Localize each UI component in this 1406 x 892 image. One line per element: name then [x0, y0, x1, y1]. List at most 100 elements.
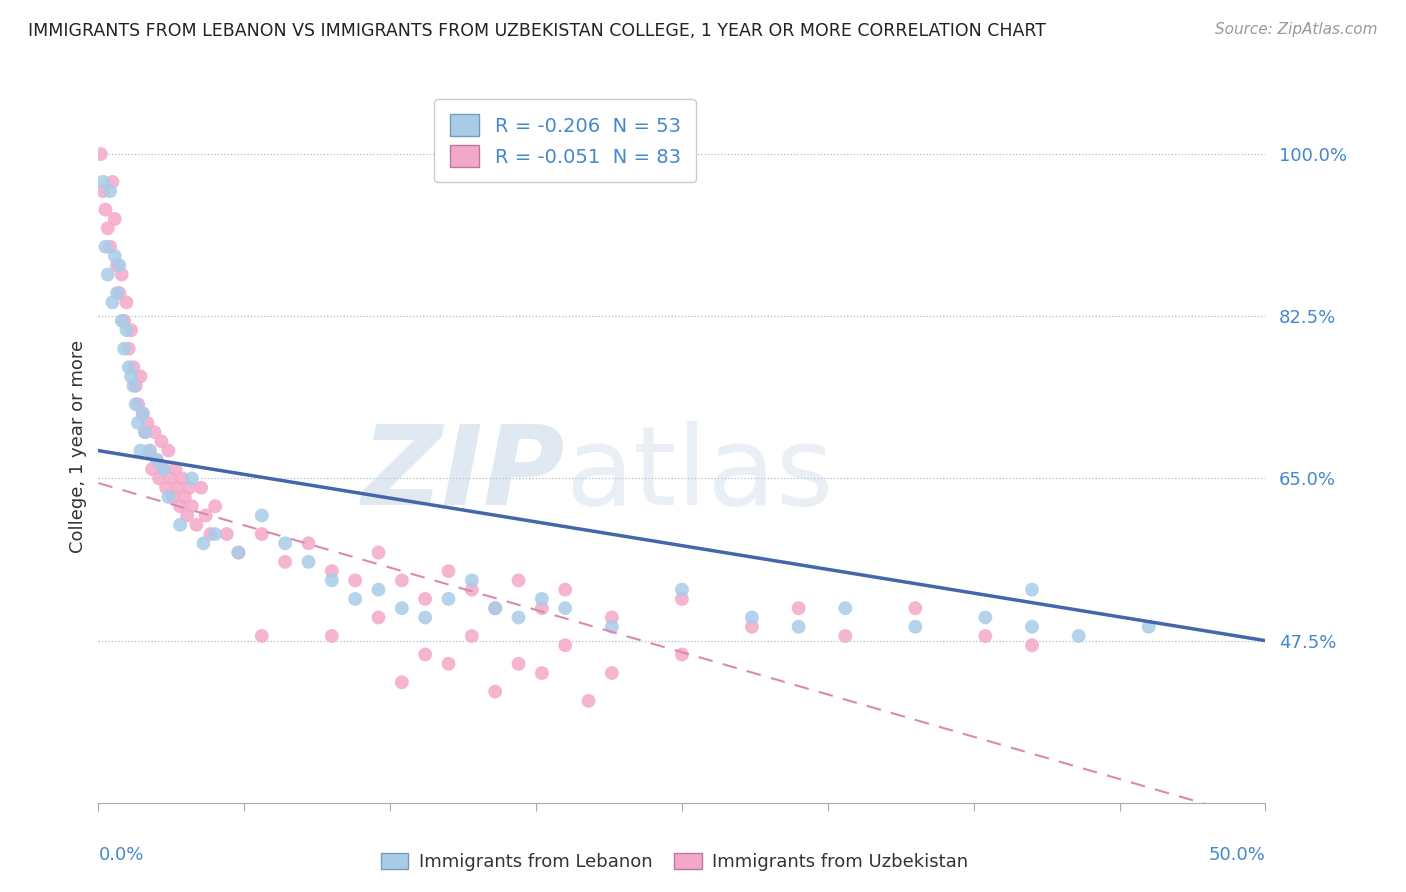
Point — [111, 268, 134, 282]
Point — [101, 295, 124, 310]
Point — [98, 240, 121, 254]
Text: 0.0%: 0.0% — [98, 846, 143, 863]
Point — [148, 471, 170, 485]
Point — [1067, 629, 1090, 643]
Point — [413, 648, 436, 662]
Point — [508, 610, 530, 624]
Point — [152, 462, 174, 476]
Point — [186, 517, 208, 532]
Point — [136, 416, 159, 430]
Point — [834, 601, 856, 615]
Point — [105, 286, 128, 301]
Point — [974, 610, 997, 624]
Point — [484, 684, 506, 698]
Point — [274, 536, 297, 550]
Point — [111, 314, 134, 328]
Point — [104, 211, 127, 226]
Point — [904, 601, 927, 615]
Point — [437, 564, 460, 578]
Point — [141, 462, 163, 476]
Point — [461, 582, 484, 597]
Text: 50.0%: 50.0% — [1209, 846, 1265, 863]
Point — [97, 221, 120, 235]
Point — [112, 342, 135, 356]
Point — [461, 629, 484, 643]
Point — [274, 555, 297, 569]
Point — [1137, 620, 1160, 634]
Point — [134, 425, 156, 439]
Point — [974, 629, 997, 643]
Point — [94, 240, 117, 254]
Point — [484, 601, 506, 615]
Point — [787, 620, 810, 634]
Point — [554, 582, 576, 597]
Point — [530, 666, 553, 681]
Point — [159, 471, 181, 485]
Point — [193, 536, 215, 550]
Point — [204, 527, 226, 541]
Point — [228, 545, 250, 559]
Point — [200, 527, 222, 541]
Text: Source: ZipAtlas.com: Source: ZipAtlas.com — [1215, 22, 1378, 37]
Point — [834, 629, 856, 643]
Point — [600, 620, 623, 634]
Point — [578, 694, 600, 708]
Point — [139, 443, 162, 458]
Point — [108, 286, 131, 301]
Point — [122, 360, 145, 375]
Point — [129, 369, 152, 384]
Point — [600, 666, 623, 681]
Point — [297, 555, 319, 569]
Point — [155, 481, 177, 495]
Point — [391, 574, 413, 588]
Point — [1021, 582, 1043, 597]
Point — [157, 443, 180, 458]
Point — [1021, 638, 1043, 652]
Point — [120, 323, 142, 337]
Point — [391, 601, 413, 615]
Point — [127, 397, 149, 411]
Point — [367, 582, 389, 597]
Point — [146, 453, 169, 467]
Point — [344, 574, 367, 588]
Point — [165, 462, 187, 476]
Point — [127, 416, 149, 430]
Point — [671, 591, 693, 606]
Point — [250, 527, 273, 541]
Point — [250, 629, 273, 643]
Point — [179, 481, 201, 495]
Point — [554, 601, 576, 615]
Point — [129, 443, 152, 458]
Point — [90, 147, 112, 161]
Point — [437, 591, 460, 606]
Text: ZIP: ZIP — [361, 421, 565, 528]
Y-axis label: College, 1 year or more: College, 1 year or more — [69, 340, 87, 552]
Point — [600, 610, 623, 624]
Point — [180, 500, 202, 514]
Point — [741, 610, 763, 624]
Legend: R = -0.206  N = 53, R = -0.051  N = 83: R = -0.206 N = 53, R = -0.051 N = 83 — [434, 99, 696, 182]
Point — [150, 434, 173, 449]
Point — [118, 342, 141, 356]
Point — [115, 295, 138, 310]
Point — [108, 258, 131, 272]
Point — [391, 675, 413, 690]
Point — [162, 490, 184, 504]
Point — [671, 648, 693, 662]
Point — [180, 471, 202, 485]
Point — [215, 527, 238, 541]
Point — [297, 536, 319, 550]
Point — [94, 202, 117, 217]
Point — [741, 620, 763, 634]
Point — [367, 610, 389, 624]
Point — [530, 601, 553, 615]
Point — [112, 314, 135, 328]
Point — [413, 610, 436, 624]
Point — [169, 500, 191, 514]
Point — [321, 574, 343, 588]
Point — [508, 574, 530, 588]
Point — [125, 397, 148, 411]
Point — [118, 360, 141, 375]
Point — [1021, 620, 1043, 634]
Point — [139, 443, 162, 458]
